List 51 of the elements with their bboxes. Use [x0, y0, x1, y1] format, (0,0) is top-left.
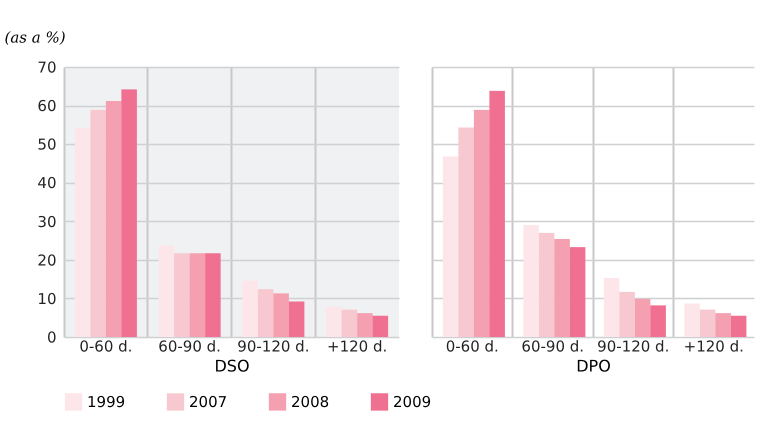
bar	[604, 278, 620, 337]
bar	[357, 313, 373, 337]
bar	[700, 310, 716, 337]
bar	[489, 90, 505, 337]
bar	[523, 225, 539, 337]
bar	[174, 253, 190, 337]
x-tick-label: 90-120 d.	[237, 338, 310, 356]
y-tick-label: 10	[37, 290, 56, 308]
bar	[342, 310, 358, 337]
y-tick-label: 50	[37, 136, 56, 154]
bar	[730, 316, 746, 337]
y-tick-label: 60	[37, 97, 56, 116]
x-tick-label: 0-60 d.	[79, 338, 132, 356]
y-tick-label: 20	[37, 251, 56, 270]
bar	[121, 89, 137, 337]
legend-label: 2009	[393, 392, 432, 411]
bar	[619, 292, 635, 337]
x-tick-label: 0-60 d.	[446, 338, 499, 356]
x-tick-label: +120 d.	[684, 338, 744, 356]
bar	[554, 239, 570, 337]
legend-label: 1999	[87, 392, 126, 411]
bar	[372, 316, 388, 337]
bar	[458, 128, 474, 337]
bar	[106, 100, 122, 337]
x-axis-title: DPO	[576, 356, 611, 376]
bar	[190, 253, 206, 337]
legend-label: 2007	[189, 392, 228, 411]
bar	[650, 305, 666, 337]
bar	[258, 289, 274, 337]
bar	[90, 110, 106, 337]
y-tick-label: 40	[37, 174, 56, 192]
y-tick-label: 30	[37, 212, 56, 231]
bar	[715, 313, 731, 337]
bar	[273, 293, 289, 337]
x-tick-label: 60-90 d.	[158, 338, 221, 356]
y-tick-label: 0	[46, 328, 56, 346]
x-tick-label: +120 d.	[326, 338, 388, 356]
y-tick-label: 70	[37, 58, 56, 76]
bar	[570, 247, 586, 337]
bar	[538, 232, 554, 337]
bar	[474, 110, 490, 337]
y-axis-title: (as a %)	[4, 28, 66, 46]
x-tick-label: 90-120 d.	[597, 338, 670, 356]
bar	[634, 298, 650, 337]
legend-label: 2008	[291, 392, 330, 411]
bar	[684, 303, 700, 337]
x-axis-title: DSO	[214, 356, 250, 376]
bar	[205, 253, 221, 337]
bar	[288, 302, 304, 337]
bar	[442, 156, 458, 337]
x-tick-label: 60-90 d.	[521, 338, 584, 356]
